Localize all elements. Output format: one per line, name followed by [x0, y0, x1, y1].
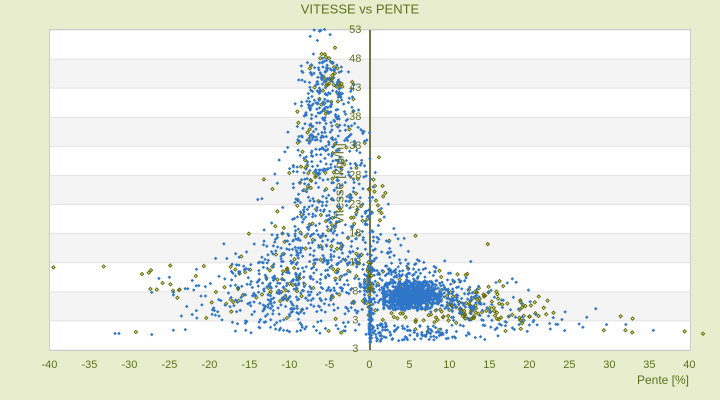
svg-text:30: 30: [603, 359, 615, 371]
svg-text:40: 40: [683, 359, 695, 371]
svg-text:-15: -15: [241, 359, 257, 371]
svg-text:28: 28: [349, 169, 361, 181]
svg-text:VITESSE vs PENTE: VITESSE vs PENTE: [301, 2, 420, 17]
svg-text:18: 18: [349, 227, 361, 239]
svg-text:38: 38: [349, 111, 361, 123]
svg-text:13: 13: [349, 257, 361, 269]
svg-text:3: 3: [352, 315, 358, 327]
svg-text:-25: -25: [161, 359, 177, 371]
svg-text:-35: -35: [81, 359, 97, 371]
svg-text:3: 3: [352, 343, 358, 355]
svg-text:-10: -10: [281, 359, 297, 371]
svg-text:-30: -30: [121, 359, 137, 371]
svg-text:-5: -5: [325, 359, 335, 371]
svg-text:Vitesse [km/h]: Vitesse [km/h]: [332, 143, 347, 224]
svg-text:23: 23: [349, 198, 361, 210]
svg-text:33: 33: [349, 140, 361, 152]
svg-text:0: 0: [366, 359, 372, 371]
svg-text:-20: -20: [201, 359, 217, 371]
svg-text:43: 43: [349, 82, 361, 94]
svg-text:8: 8: [352, 286, 358, 298]
svg-text:20: 20: [523, 359, 535, 371]
svg-text:35: 35: [643, 359, 655, 371]
svg-text:25: 25: [563, 359, 575, 371]
svg-text:15: 15: [483, 359, 495, 371]
svg-text:10: 10: [443, 359, 455, 371]
svg-text:-40: -40: [41, 359, 57, 371]
svg-text:53: 53: [349, 24, 361, 36]
svg-text:Pente [%]: Pente [%]: [637, 373, 689, 387]
svg-text:48: 48: [349, 53, 361, 65]
svg-text:5: 5: [406, 359, 412, 371]
